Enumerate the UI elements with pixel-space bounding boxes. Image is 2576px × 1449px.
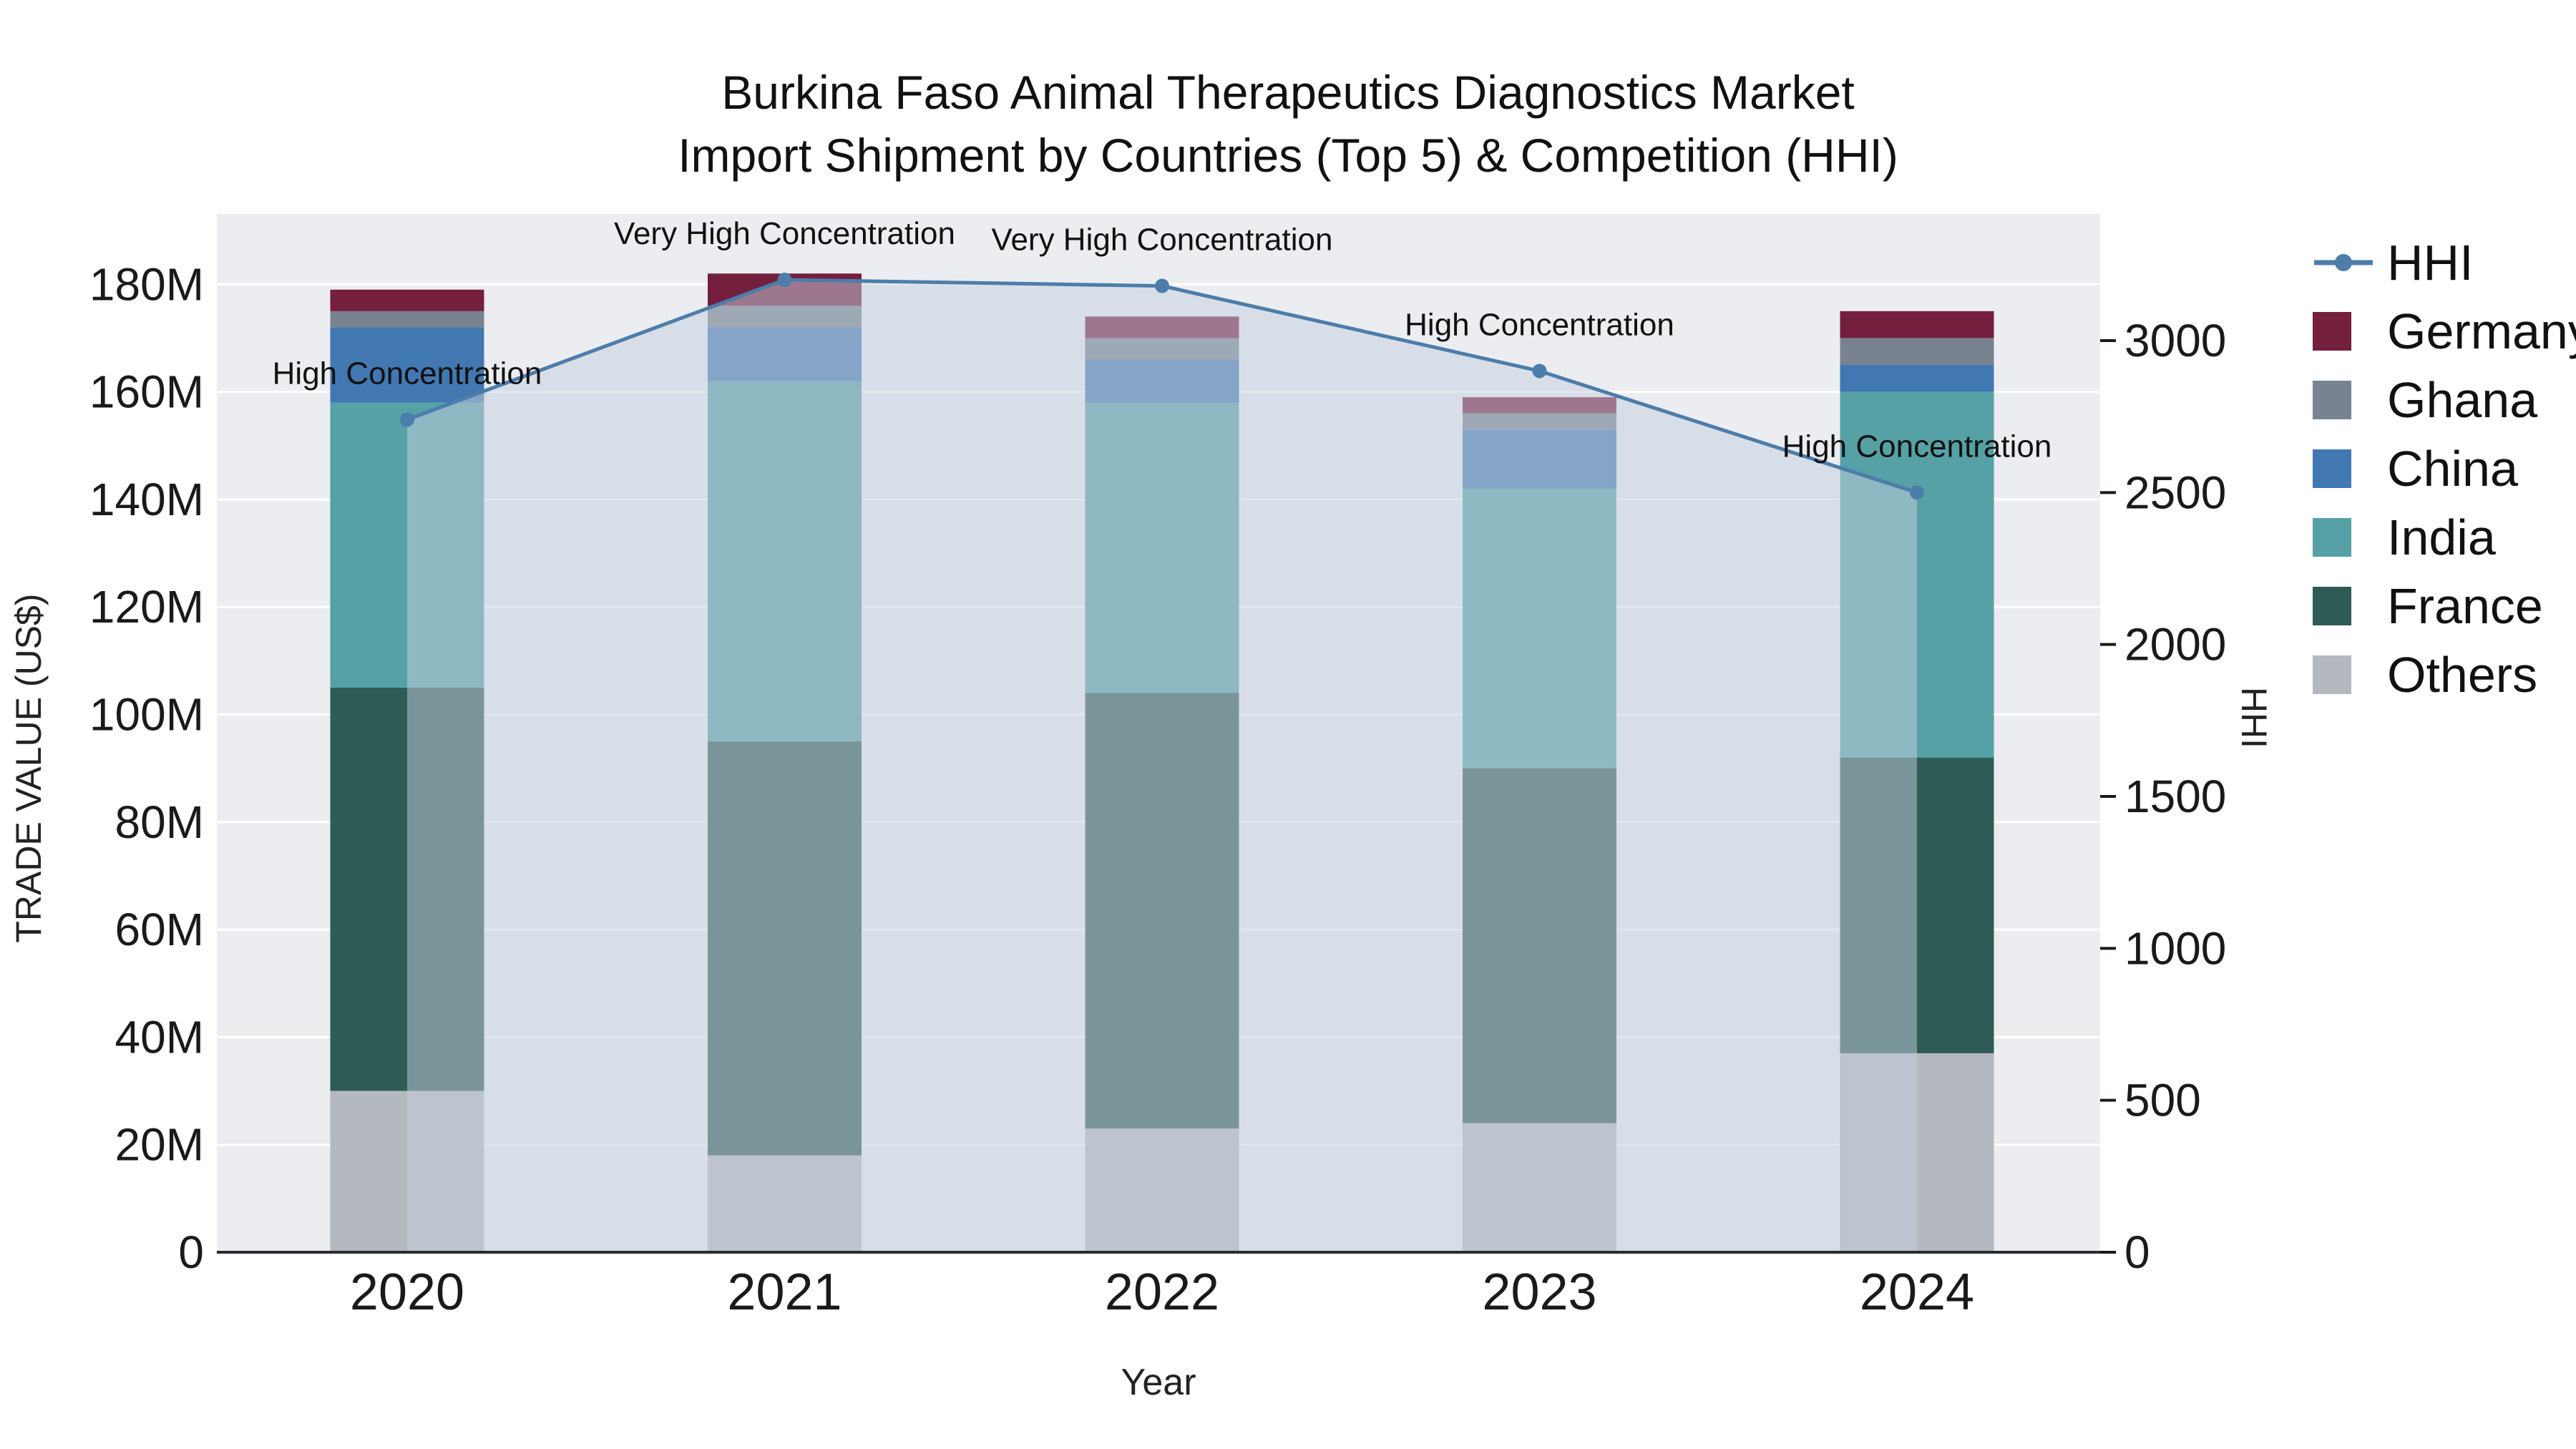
annotation-2021: Very High Concentration: [614, 216, 955, 251]
legend-label: Ghana: [2387, 372, 2538, 428]
y-right-axis-title: HHI: [2234, 687, 2274, 748]
hhi-marker-2022[interactable]: [1155, 278, 1169, 293]
legend-item-others[interactable]: Others: [2313, 647, 2576, 703]
legend-item-france[interactable]: France: [2313, 578, 2576, 634]
x-tick-label-2024: 2024: [1860, 1264, 1974, 1321]
legend-swatch-icon: [2313, 518, 2351, 557]
legend: HHI Germany Ghana China India France Others: [2313, 235, 2576, 703]
chart-title: Burkina Faso Animal Therapeutics Diagnos…: [0, 69, 2576, 179]
y-right-tick-label: 500: [2124, 1075, 2201, 1126]
y-right-tick-label: 3000: [2124, 315, 2226, 366]
y-left-tick-label: 0: [178, 1226, 204, 1278]
y-left-tick-label: 120M: [89, 581, 204, 633]
bar-segment-china-2024[interactable]: [1840, 365, 1994, 392]
chart-title-line-1: Burkina Faso Animal Therapeutics Diagnos…: [721, 66, 1855, 119]
y-left-tick-label: 80M: [115, 796, 205, 848]
legend-item-ghana[interactable]: Ghana: [2313, 372, 2576, 428]
x-tick-label-2021: 2021: [727, 1264, 841, 1321]
legend-label: HHI: [2387, 235, 2474, 291]
chart-title-line-2: Import Shipment by Countries (Top 5) & C…: [678, 129, 1898, 182]
hhi-marker-2021[interactable]: [777, 273, 792, 288]
y-left-tick-label: 60M: [115, 904, 205, 955]
legend-item-germany[interactable]: Germany: [2313, 303, 2576, 359]
legend-swatch-icon: [2313, 381, 2351, 419]
annotation-2020: High Concentration: [273, 356, 542, 391]
hhi-line-icon: [2314, 254, 2373, 271]
hhi-area-fill: [407, 280, 1917, 1252]
legend-swatch-icon: [2313, 655, 2351, 694]
bar-segment-ghana-2024[interactable]: [1840, 338, 1994, 366]
bar-segment-germany-2020[interactable]: [330, 289, 484, 311]
y-right-tick-label: 2500: [2124, 467, 2226, 518]
legend-label: India: [2387, 509, 2496, 565]
hhi-marker-2023[interactable]: [1532, 364, 1547, 379]
legend-swatch-icon: [2313, 449, 2351, 488]
bar-segment-china-2020[interactable]: [330, 327, 484, 403]
x-axis-title: Year: [1121, 1362, 1196, 1403]
legend-label: China: [2387, 441, 2518, 497]
bar-segment-germany-2024[interactable]: [1840, 311, 1994, 338]
y-left-tick-label: 180M: [89, 258, 204, 310]
legend-label: France: [2387, 578, 2543, 634]
y-left-tick-label: 140M: [89, 474, 204, 525]
hhi-marker-2024[interactable]: [1910, 485, 1924, 500]
x-tick-label-2023: 2023: [1482, 1264, 1596, 1321]
annotation-2024: High Concentration: [1782, 429, 2052, 464]
y-left-tick-label: 20M: [115, 1119, 205, 1171]
legend-label: Germany: [2387, 303, 2576, 359]
legend-item-india[interactable]: India: [2313, 509, 2576, 565]
x-tick-label-2022: 2022: [1105, 1264, 1219, 1321]
y-left-tick-label: 40M: [115, 1011, 205, 1063]
annotation-2022: Very High Concentration: [992, 223, 1333, 258]
legend-swatch-icon: [2313, 587, 2351, 625]
x-tick-label-2020: 2020: [350, 1264, 464, 1321]
bar-segment-ghana-2020[interactable]: [330, 311, 484, 328]
annotation-2023: High Concentration: [1405, 307, 1674, 342]
legend-swatch-icon: [2313, 312, 2351, 351]
y-left-tick-label: 100M: [89, 689, 204, 741]
legend-item-china[interactable]: China: [2313, 441, 2576, 497]
y-right-tick-label: 0: [2124, 1226, 2150, 1278]
y-left-axis-title: TRADE VALUE (US$): [9, 594, 49, 943]
y-right-tick-label: 1500: [2124, 771, 2226, 822]
legend-item-hhi[interactable]: HHI: [2313, 235, 2576, 291]
hhi-marker-2020[interactable]: [400, 412, 414, 427]
legend-label: Others: [2387, 647, 2538, 703]
y-left-tick-label: 160M: [89, 366, 204, 418]
y-right-tick-label: 2000: [2124, 619, 2226, 670]
y-right-tick-label: 1000: [2124, 922, 2226, 974]
